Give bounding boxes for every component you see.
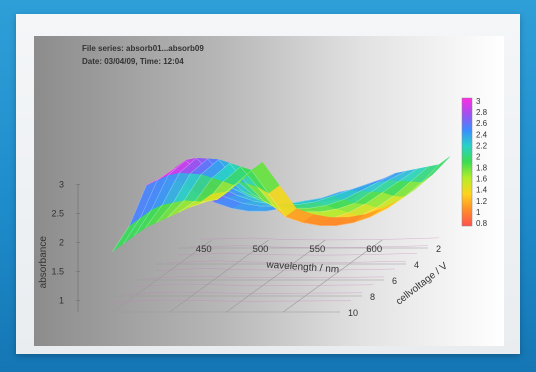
z-tick-label: 10: [348, 308, 358, 318]
colorbar-scale: [461, 97, 473, 227]
floor-trace: [156, 268, 396, 271]
floor-trace: [189, 245, 429, 248]
floor-trace: [200, 237, 440, 241]
y-axis-label: absorbance: [38, 236, 49, 289]
colorbar-tick-label: 2.6: [476, 119, 488, 128]
floor-trace: [134, 283, 374, 287]
colorbar: 3 2.8 2.6 2.4 2.2 2 1.8 1.6 1.4 1.2 1 0.8: [461, 97, 488, 228]
colorbar-tick-label: 1: [476, 208, 481, 217]
series-line: [134, 160, 374, 236]
colorbar-tick-label: 2.2: [476, 141, 488, 150]
z-axis-label: cellvoltage / V: [394, 260, 450, 307]
floor-trace: [167, 260, 407, 263]
floor-grid-line: [169, 239, 269, 313]
colorbar-tick-label: 1.2: [476, 197, 488, 206]
colorbar-tick-label: 2.8: [476, 108, 488, 117]
x-tick-label: 550: [309, 244, 325, 255]
series-line: [200, 164, 440, 226]
floor-trace: [178, 252, 418, 256]
z-tick-label: 2: [436, 244, 441, 254]
vertical-axis: 1 1.5 2 2.5 3: [51, 179, 80, 312]
surface-strips: [112, 156, 451, 253]
y-tick-label: 2.5: [51, 208, 64, 218]
x-tick-label: 450: [196, 244, 212, 255]
floor-trace: [145, 275, 385, 279]
colorbar-tick-label: 2.4: [476, 130, 488, 139]
y-tick-label: 1.5: [51, 266, 64, 276]
colorbar-tick-label: 2: [476, 152, 481, 161]
floor-grid-line: [112, 239, 212, 313]
y-tick-label: 3: [59, 179, 64, 189]
floor-trace: [112, 299, 351, 303]
colorbar-tick-label: 1.4: [476, 186, 488, 195]
colorbar-tick-label: 1.8: [476, 164, 488, 173]
floor-trace: [123, 291, 363, 295]
z-tick-label: 6: [392, 276, 397, 286]
z-tick-label: 8: [370, 292, 375, 302]
z-tick-label: 4: [414, 260, 419, 270]
floor-grid-line: [283, 239, 383, 313]
colorbar-tick-label: 3: [476, 97, 481, 106]
surface-patch: [421, 156, 451, 183]
colorbar-tick-label: 1.6: [476, 175, 488, 184]
x-tick-label: 500: [253, 244, 269, 255]
date-time-text: Date: 03/04/09, Time: 12:04: [82, 57, 184, 66]
floor-grid: [90, 237, 440, 313]
colorbar-tick-label: 0.8: [476, 219, 488, 228]
file-series-text: File series: absorb01...absorb09: [82, 44, 204, 53]
x-axis-label: wavelength / nm: [265, 259, 339, 275]
floor-grid-line: [226, 239, 326, 313]
y-tick-label: 2: [59, 237, 64, 247]
file-info: File series: absorb01...absorb09 Date: 0…: [82, 42, 204, 68]
y-tick-label: 1: [59, 295, 64, 305]
x-tick-label: 600: [366, 244, 382, 255]
